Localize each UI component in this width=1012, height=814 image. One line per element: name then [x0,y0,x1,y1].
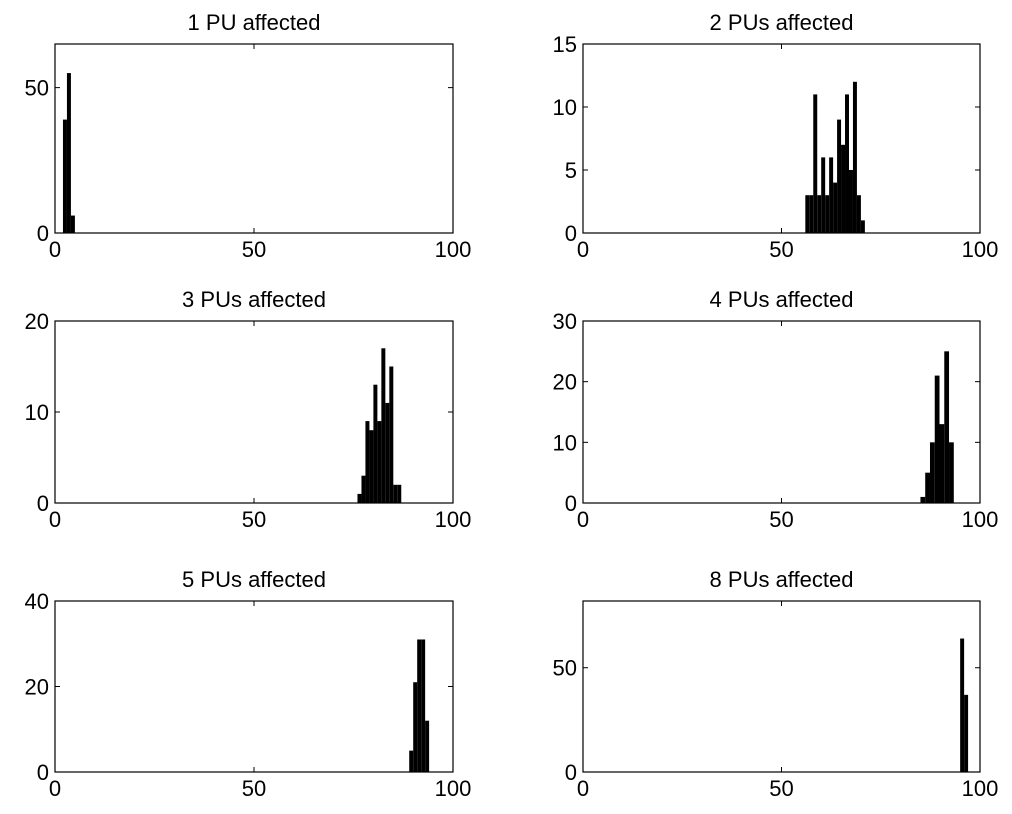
bar [369,430,374,503]
y-tick-label: 0 [37,491,49,516]
axes-frame [582,320,981,504]
bar [925,472,930,503]
bar [805,195,810,233]
bar [960,638,965,772]
y-tick-label: 5 [565,158,577,183]
subplot-title: 1 PU affected [188,10,321,35]
axes-frame [582,600,981,773]
bar [361,475,366,503]
y-tick-label: 40 [25,589,49,614]
bar [365,421,370,503]
bar [809,195,814,233]
x-tick-label: 100 [435,237,472,262]
bar [357,493,362,503]
x-tick-label: 100 [962,776,999,801]
x-tick-label: 0 [577,776,589,801]
bar [417,639,422,772]
bar [393,484,398,503]
x-tick-label: 50 [769,237,793,262]
bar [813,94,818,234]
bar [841,144,846,233]
bar [425,720,430,772]
subplot-title: 2 PUs affected [710,10,854,35]
y-tick-label: 10 [553,430,577,455]
bar [377,421,382,503]
subplot-title: 8 PUs affected [710,567,854,592]
x-tick-label: 50 [769,776,793,801]
y-tick-label: 0 [565,221,577,246]
bar [821,157,826,233]
y-tick-label: 10 [25,400,49,425]
x-tick-label: 50 [242,507,266,532]
x-tick-label: 0 [577,507,589,532]
y-tick-label: 15 [553,32,577,57]
bar [939,424,945,503]
bar [381,348,386,503]
y-tick-label: 0 [37,760,49,785]
bar [373,384,378,503]
subplot-title: 4 PUs affected [710,287,854,312]
y-tick-label: 0 [37,221,49,246]
y-tick-label: 30 [553,309,577,334]
bar [833,182,838,233]
y-tick-label: 20 [25,675,49,700]
y-tick-label: 0 [565,760,577,785]
x-tick-label: 100 [962,237,999,262]
x-tick-label: 100 [962,507,999,532]
bar [66,73,71,233]
bar [929,442,935,503]
y-tick-label: 20 [553,370,577,395]
x-tick-label: 0 [49,507,61,532]
subplot-title: 5 PUs affected [182,567,326,592]
x-tick-label: 0 [49,776,61,801]
bar [845,94,849,234]
x-tick-label: 0 [577,237,589,262]
bar [70,215,75,233]
y-tick-label: 10 [553,95,577,120]
bar [949,442,954,503]
bar [848,170,853,233]
x-tick-label: 50 [242,237,266,262]
bar [860,220,865,233]
bar [934,375,940,503]
bar [837,119,842,233]
x-tick-label: 50 [242,776,266,801]
x-tick-label: 100 [435,776,472,801]
y-tick-label: 50 [553,656,577,681]
subplot-title: 3 PUs affected [182,287,326,312]
x-tick-label: 100 [435,507,472,532]
y-tick-label: 50 [25,76,49,101]
bar [852,81,857,233]
bar [397,484,402,503]
bar [413,682,418,772]
bar [829,157,834,233]
x-tick-label: 0 [49,237,61,262]
axes-frame [54,600,454,773]
y-tick-label: 0 [565,491,577,516]
bar [421,639,426,772]
bar [856,195,861,233]
axes-frame [582,43,981,234]
bar [62,119,67,233]
bar [944,351,950,503]
axes-frame [54,43,454,234]
bar [825,195,830,233]
y-tick-label: 20 [25,309,49,334]
bar [920,496,926,503]
bar [817,195,822,233]
bar [409,750,414,772]
bar [385,402,390,503]
bar [964,694,969,772]
x-tick-label: 50 [769,507,793,532]
bar [389,366,394,503]
